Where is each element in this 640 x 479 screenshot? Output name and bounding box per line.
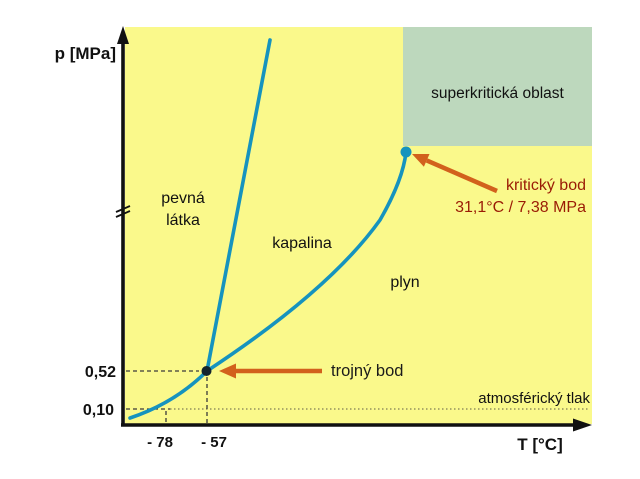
x-axis-arrowhead [573,418,592,432]
y-tick-052: 0,52 [84,364,116,381]
supercritical-region-label: superkritická oblast [431,85,564,102]
y-axis-label: p [MPa] [54,44,116,63]
supercritical-region [403,27,592,146]
y-axis [115,26,131,425]
atmospheric-pressure-label: atmosférický tlak [478,390,590,407]
gas-region-label: plyn [390,274,420,291]
x-tick--78: - 78 [147,434,173,451]
critical-point-dot [400,146,412,158]
melting-curve [205,38,272,373]
x-tick--57: - 57 [201,434,227,451]
liquid-region-label: kapalina [272,235,332,252]
critical-point-arrow [412,154,498,194]
x-axis [121,418,592,432]
triple-point-label: trojný bod [331,362,404,380]
axis-break-mark [115,210,131,218]
sublimation-curve [128,369,209,420]
solid-region-label: pevná látka [161,190,205,229]
vaporization-curve [205,150,408,373]
triple-point-dot [201,366,212,376]
critical-point-label: kritický bod 31,1°C / 7,38 MPa [455,177,586,216]
y-tick-010: 0,10 [82,402,114,419]
x-axis-label: T [°C] [517,435,563,454]
axis-break-mark [115,205,131,213]
y-axis-arrowhead [117,26,129,44]
triple-point-arrow [219,363,322,379]
